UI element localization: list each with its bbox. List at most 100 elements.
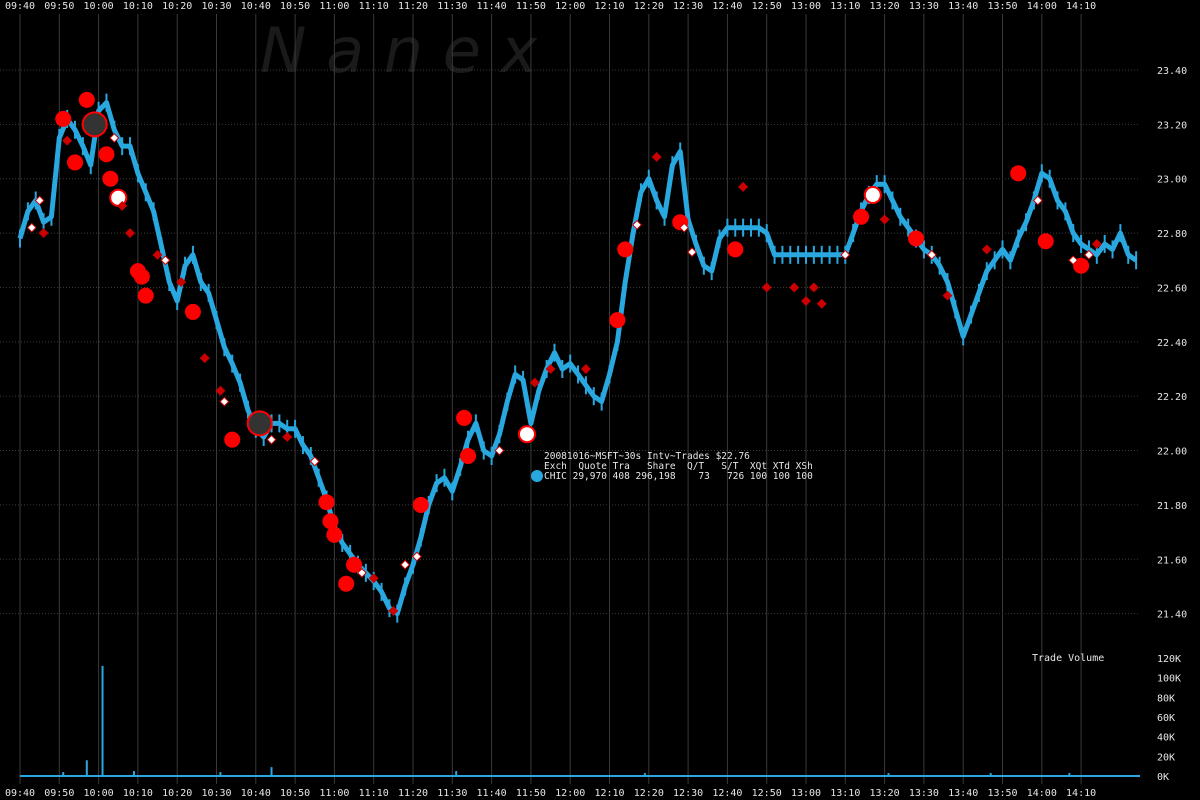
x-tick-label-top: 12:20 <box>634 1 664 12</box>
trade-marker-small <box>1091 239 1102 249</box>
volume-bar <box>887 773 890 776</box>
x-tick-label-bottom: 14:10 <box>1066 788 1096 799</box>
volume-tick-label: 20K <box>1157 752 1175 763</box>
trade-marker-small <box>282 432 293 442</box>
trade-marker-ring <box>81 111 108 138</box>
trade-marker-large <box>322 513 339 530</box>
trade-marker-small <box>199 353 210 364</box>
trade-marker-large <box>908 230 925 247</box>
price-series <box>17 93 1138 623</box>
x-tick-label-bottom: 11:40 <box>477 788 507 799</box>
legend-series-marker <box>531 470 543 482</box>
trade-marker-large <box>338 575 355 592</box>
volume-bar <box>989 773 992 776</box>
trade-marker-small <box>879 214 890 225</box>
price-tick-label: 22.40 <box>1157 338 1187 349</box>
x-tick-label-top: 13:00 <box>791 1 821 12</box>
x-tick-label-bottom: 10:10 <box>123 788 153 799</box>
x-tick-label-bottom: 13:00 <box>791 788 821 799</box>
volume-axis-label: Trade Volume <box>1032 653 1104 664</box>
trade-marker-large <box>727 241 744 258</box>
x-tick-label-top: 13:20 <box>870 1 900 12</box>
x-tick-label-top: 10:50 <box>280 1 310 12</box>
volume-bar <box>101 665 104 776</box>
trade-marker-small <box>801 296 811 306</box>
x-tick-label-bottom: 13:40 <box>948 788 978 799</box>
x-tick-label-bottom: 11:50 <box>516 788 546 799</box>
price-axis: 23.40 23.20 23.00 22.80 22.60 22.40 22.20 22.00… <box>1157 66 1187 621</box>
x-tick-label-top: 11:10 <box>359 1 389 12</box>
x-tick-label-bottom: 10:20 <box>162 788 192 799</box>
price-tick-label: 23.40 <box>1157 66 1187 77</box>
trade-marker-large <box>224 431 241 448</box>
trade-marker-small <box>117 200 128 211</box>
volume-bar <box>643 773 646 776</box>
x-tick-label-bottom: 10:00 <box>84 788 114 799</box>
grid <box>0 14 1140 784</box>
volume-tick-label: 40K <box>1157 733 1175 744</box>
trade-marker-small <box>545 364 556 374</box>
price-tick-label: 22.80 <box>1157 229 1187 240</box>
volume-tick-label: 0K <box>1157 772 1169 783</box>
trade-marker-ring <box>246 410 273 437</box>
trade-marker-large <box>318 494 335 511</box>
trade-marker-large <box>133 268 150 285</box>
volume-bar <box>270 767 273 776</box>
trade-marker-small <box>388 605 399 616</box>
trade-marker-small <box>761 282 772 293</box>
trade-marker-small <box>368 573 379 584</box>
trade-marker-large <box>460 447 477 464</box>
volume-tick-label: 60K <box>1157 713 1175 724</box>
x-tick-label-top: 10:30 <box>201 1 231 12</box>
trade-marker-large <box>412 496 429 513</box>
trade-marker-large <box>137 287 154 304</box>
volume-bar <box>132 771 135 776</box>
x-tick-label-top: 10:10 <box>123 1 153 12</box>
x-tick-label-bottom: 12:40 <box>712 788 742 799</box>
trade-marker-small <box>632 219 642 230</box>
x-tick-label-bottom: 11:20 <box>398 788 428 799</box>
x-axis-top: 09:40 09:50 10:00 10:10 10:20 10:30 10:40 10:50… <box>5 1 1096 12</box>
price-tick-label: 23.00 <box>1157 175 1187 186</box>
x-tick-label-top: 14:00 <box>1027 1 1057 12</box>
volume-bar <box>62 772 65 776</box>
trade-marker-large <box>853 208 870 225</box>
trade-marker-small <box>400 559 411 570</box>
x-tick-label-top: 11:40 <box>477 1 507 12</box>
price-tick-label: 21.60 <box>1157 555 1187 566</box>
trade-marker-small <box>926 249 937 260</box>
volume-tick-label: 120K <box>1157 654 1181 665</box>
trade-marker-small <box>152 249 163 260</box>
trade-marker-small <box>1084 249 1094 260</box>
x-tick-label-top: 12:10 <box>594 1 624 12</box>
x-tick-label-top: 12:50 <box>752 1 782 12</box>
trade-marker-small <box>38 228 49 239</box>
trade-marker-small <box>981 244 992 255</box>
x-tick-label-bottom: 12:50 <box>752 788 782 799</box>
trade-marker-small <box>176 277 187 287</box>
x-tick-label-top: 11:30 <box>437 1 467 12</box>
volume-axis: 120K 100K 80K 60K 40K 20K 0K <box>1157 654 1181 783</box>
trade-marker-small <box>215 385 226 396</box>
x-tick-label-bottom: 09:40 <box>5 788 35 799</box>
trade-marker-small <box>309 456 320 467</box>
volume-tick-label: 80K <box>1157 693 1175 704</box>
legend-row: CHIC 29,970 408 296,198 73 726 100 100 1… <box>544 471 813 482</box>
trade-markers <box>26 91 1102 616</box>
x-tick-label-bottom: 09:50 <box>44 788 74 799</box>
trade-marker-large <box>863 186 882 205</box>
price-tick-label: 22.20 <box>1157 392 1187 403</box>
x-tick-label-bottom: 12:30 <box>673 788 703 799</box>
trade-marker-small <box>580 364 591 374</box>
trade-marker-large <box>1037 233 1054 250</box>
volume-bar <box>455 771 458 776</box>
x-tick-label-bottom: 11:00 <box>319 788 349 799</box>
nanex-watermark: N a n e x <box>260 14 539 87</box>
trade-marker-small <box>160 255 171 266</box>
trade-marker-small <box>411 551 422 562</box>
trade-marker-small <box>808 282 819 293</box>
x-tick-label-top: 11:20 <box>398 1 428 12</box>
x-tick-label-top: 13:30 <box>909 1 939 12</box>
trade-marker-small <box>266 434 277 445</box>
trade-marker-small <box>34 195 45 206</box>
